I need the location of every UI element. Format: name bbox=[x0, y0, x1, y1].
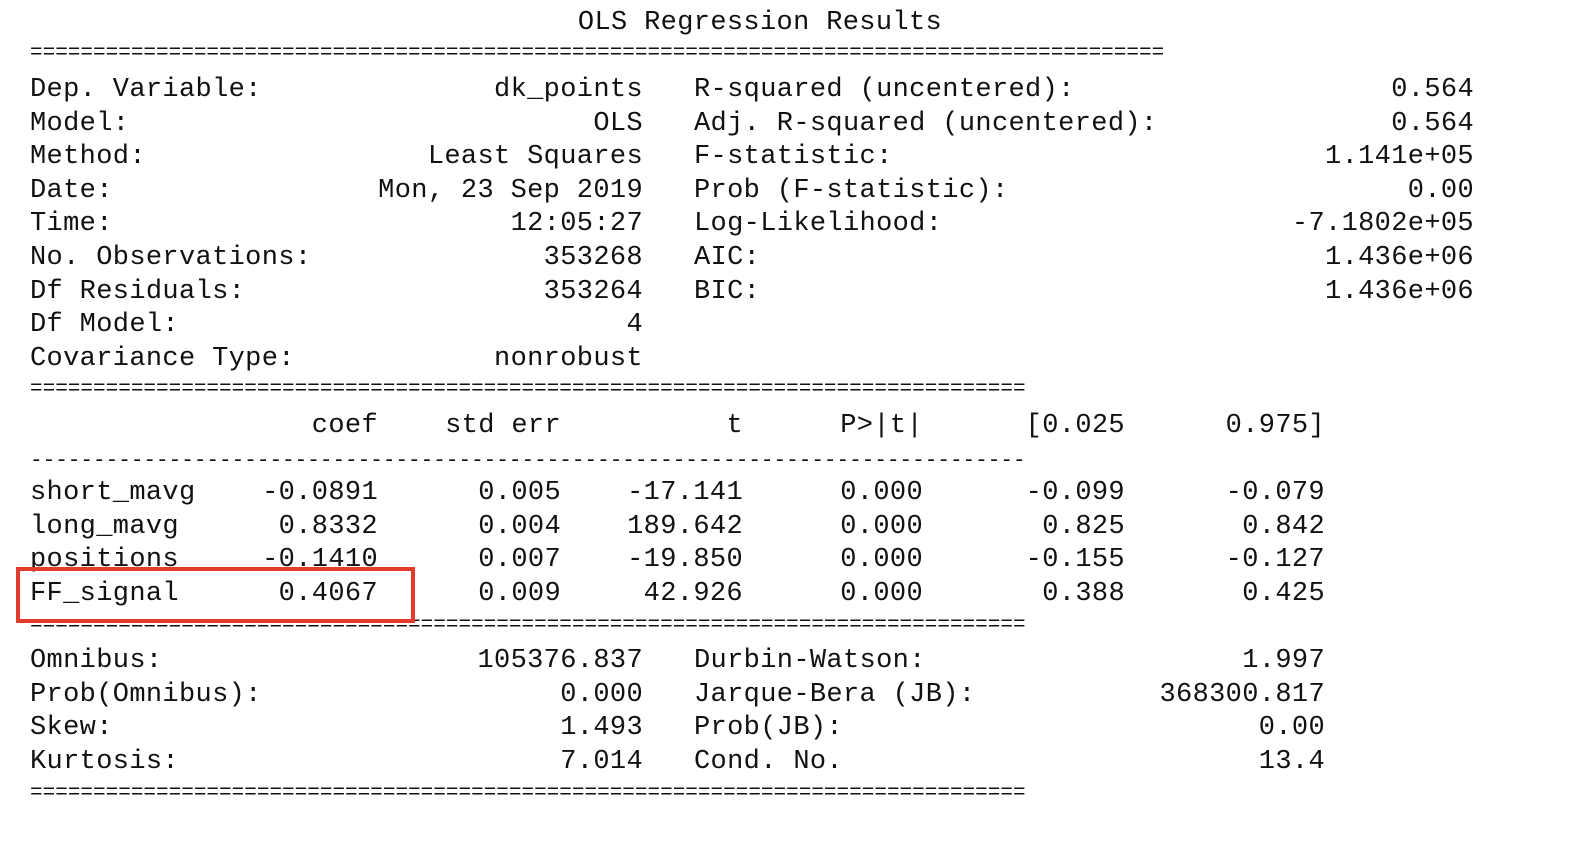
cell-p-value: 0.000 bbox=[840, 579, 923, 609]
row-name: long_mavg bbox=[30, 512, 179, 542]
col-header-p-value: P>|t| bbox=[840, 411, 923, 441]
cell-p-value: 0.000 bbox=[840, 478, 923, 508]
header-label-log-likelihood: Log-Likelihood: bbox=[694, 209, 943, 239]
header-value-df-residuals: 353264 bbox=[543, 277, 643, 307]
cell-ci-upper: 0.425 bbox=[1242, 579, 1325, 609]
header-label-observations: No. Observations: bbox=[30, 243, 312, 273]
header-value-adj-r-squared: 0.564 bbox=[1391, 109, 1474, 139]
header-value-r-squared: 0.564 bbox=[1391, 75, 1474, 105]
col-header-std-err: std err bbox=[445, 411, 561, 441]
header-label-method: Method: bbox=[30, 142, 146, 172]
cell-coef: -0.0891 bbox=[262, 478, 378, 508]
diag-label-kurtosis: Kurtosis: bbox=[30, 747, 179, 777]
cell-coef: 0.4067 bbox=[278, 579, 378, 609]
cell-t: -17.141 bbox=[627, 478, 743, 508]
cell-ci-lower: -0.099 bbox=[1025, 478, 1125, 508]
header-value-dep-variable: dk_points bbox=[494, 75, 643, 105]
header-value-model: OLS bbox=[593, 109, 643, 139]
header-value-date: Mon, 23 Sep 2019 bbox=[378, 176, 643, 206]
diag-value-durbin-watson: 1.997 bbox=[1242, 646, 1325, 676]
header-label-adj-r-squared: Adj. R-squared (uncentered): bbox=[694, 109, 1158, 139]
header-value-aic: 1.436e+06 bbox=[1325, 243, 1474, 273]
cell-p-value: 0.000 bbox=[840, 545, 923, 575]
col-header-ci-upper: 0.975] bbox=[1225, 411, 1325, 441]
header-label-covariance-type: Covariance Type: bbox=[30, 344, 295, 374]
header-label-df-model: Df Model: bbox=[30, 310, 179, 340]
mid-rule: ========================================… bbox=[30, 380, 1026, 400]
diag-value-kurtosis: 7.014 bbox=[560, 747, 643, 777]
report-title: OLS Regression Results bbox=[577, 8, 943, 38]
header-label-model: Model: bbox=[30, 109, 130, 139]
header-label-df-residuals: Df Residuals: bbox=[30, 277, 246, 307]
diag-value-jarque-bera: 368300.817 bbox=[1159, 680, 1325, 710]
row-name: FF_signal bbox=[30, 579, 179, 609]
diag-value-prob-jb: 0.00 bbox=[1258, 713, 1325, 743]
cell-t: 189.642 bbox=[627, 512, 743, 542]
header-label-dep-variable: Dep. Variable: bbox=[30, 75, 262, 105]
diag-value-cond-no: 13.4 bbox=[1258, 747, 1325, 777]
col-header-coef: coef bbox=[311, 411, 378, 441]
header-label-time: Time: bbox=[30, 209, 113, 239]
cell-ci-upper: -0.079 bbox=[1225, 478, 1325, 508]
header-label-prob-f: Prob (F-statistic): bbox=[694, 176, 1009, 206]
header-label-date: Date: bbox=[30, 176, 113, 206]
dash-rule: ----------------------------------------… bbox=[30, 452, 1026, 472]
header-label-f-statistic: F-statistic: bbox=[694, 142, 893, 172]
cell-ci-upper: -0.127 bbox=[1225, 545, 1325, 575]
diag-label-skew: Skew: bbox=[30, 713, 113, 743]
cell-std-err: 0.009 bbox=[478, 579, 561, 609]
ff-signal-highlight-box bbox=[16, 567, 415, 623]
cell-p-value: 0.000 bbox=[840, 512, 923, 542]
header-value-bic: 1.436e+06 bbox=[1325, 277, 1474, 307]
header-value-covariance-type: nonrobust bbox=[494, 344, 643, 374]
header-value-observations: 353268 bbox=[543, 243, 643, 273]
header-value-method: Least Squares bbox=[427, 142, 643, 172]
header-value-prob-f: 0.00 bbox=[1407, 176, 1474, 206]
col-header-t: t bbox=[726, 411, 743, 441]
diag-label-durbin-watson: Durbin-Watson: bbox=[694, 646, 926, 676]
diag-label-prob-jb: Prob(JB): bbox=[694, 713, 843, 743]
header-value-f-statistic: 1.141e+05 bbox=[1325, 142, 1474, 172]
diag-label-prob-omnibus: Prob(Omnibus): bbox=[30, 680, 262, 710]
cell-coef: 0.8332 bbox=[278, 512, 378, 542]
header-label-r-squared: R-squared (uncentered): bbox=[694, 75, 1075, 105]
header-value-log-likelihood: -7.1802e+05 bbox=[1291, 209, 1474, 239]
cell-ci-lower: 0.388 bbox=[1042, 579, 1125, 609]
cell-t: -19.850 bbox=[627, 545, 743, 575]
row-name: short_mavg bbox=[30, 478, 196, 508]
bottom-rule-2: ========================================… bbox=[30, 784, 1026, 804]
diag-value-omnibus: 105376.837 bbox=[477, 646, 643, 676]
header-label-bic: BIC: bbox=[694, 277, 761, 307]
diag-label-omnibus: Omnibus: bbox=[30, 646, 163, 676]
diag-label-cond-no: Cond. No. bbox=[694, 747, 843, 777]
header-value-df-model: 4 bbox=[626, 310, 643, 340]
cell-std-err: 0.004 bbox=[478, 512, 561, 542]
diag-label-jarque-bera: Jarque-Bera (JB): bbox=[694, 680, 976, 710]
diag-value-skew: 1.493 bbox=[560, 713, 643, 743]
header-label-aic: AIC: bbox=[694, 243, 761, 273]
cell-std-err: 0.005 bbox=[478, 478, 561, 508]
cell-t: 42.926 bbox=[643, 579, 743, 609]
cell-ci-upper: 0.842 bbox=[1242, 512, 1325, 542]
diag-value-prob-omnibus: 0.000 bbox=[560, 680, 643, 710]
col-header-ci-lower: [0.025 bbox=[1025, 411, 1125, 441]
header-value-time: 12:05:27 bbox=[510, 209, 643, 239]
cell-ci-lower: 0.825 bbox=[1042, 512, 1125, 542]
cell-ci-lower: -0.155 bbox=[1025, 545, 1125, 575]
cell-std-err: 0.007 bbox=[478, 545, 561, 575]
top-rule: ========================================… bbox=[30, 44, 1165, 64]
